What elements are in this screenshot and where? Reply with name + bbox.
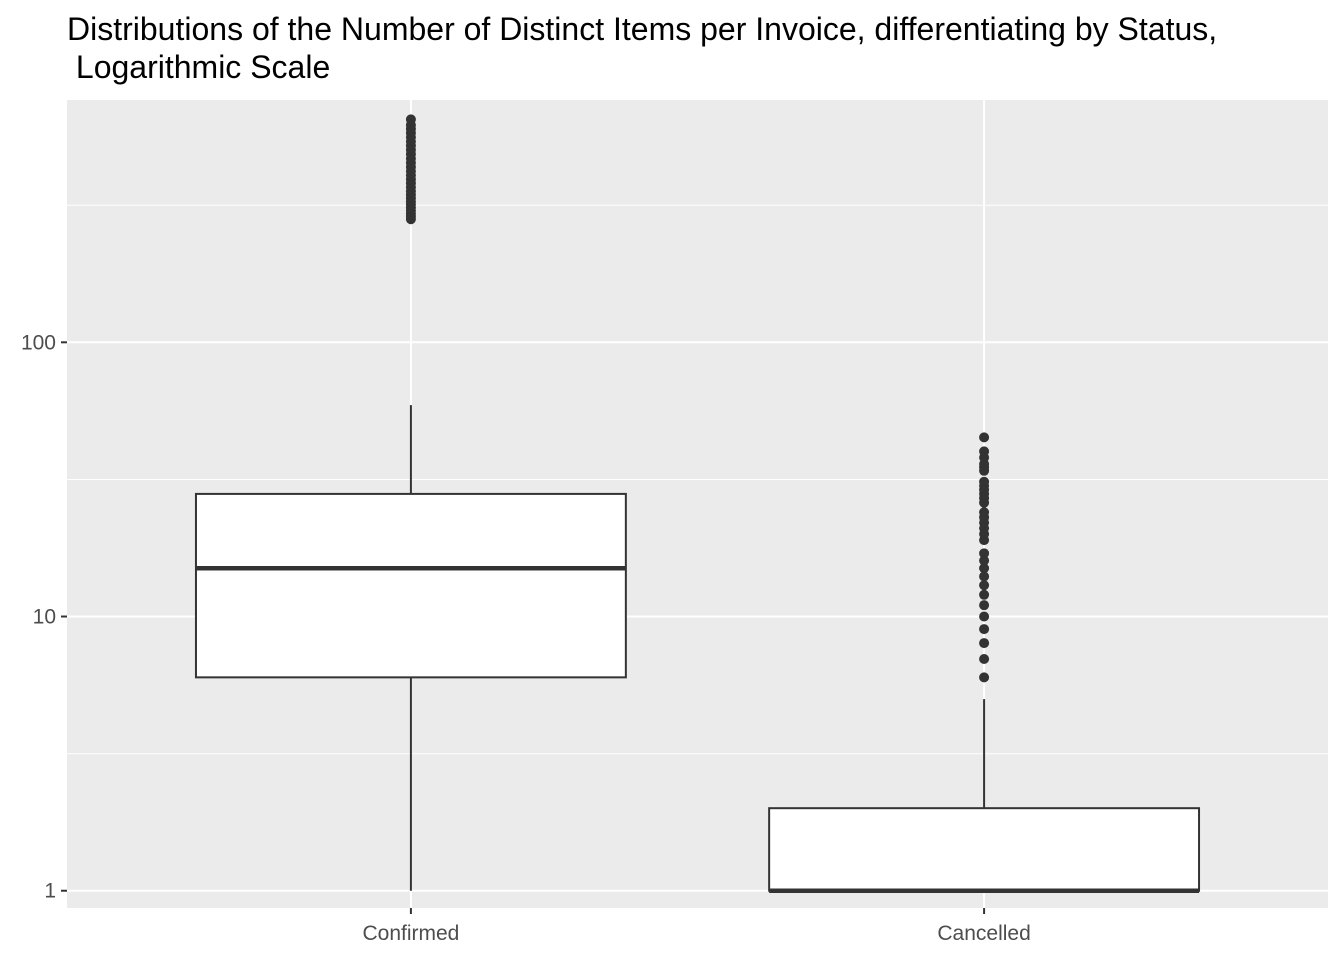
outlier-point	[979, 432, 990, 443]
outlier-point	[979, 507, 990, 518]
x-tick-label: Cancelled	[937, 922, 1030, 945]
outlier-point	[979, 555, 990, 566]
axes-layer: 1 10 100 Confirmed Cancelled	[21, 331, 1031, 945]
iqr-box	[768, 807, 1201, 892]
y-tick-label: 10	[33, 606, 56, 629]
outlier-point	[979, 571, 990, 582]
boxes-layer	[194, 114, 1201, 893]
outlier-point	[979, 589, 990, 600]
box-confirmed	[194, 114, 627, 891]
outlier-point	[979, 580, 990, 591]
y-tick-label: 1	[44, 880, 56, 903]
outlier-point	[979, 624, 990, 635]
outlier-point	[979, 638, 990, 649]
x-tick-label: Confirmed	[362, 922, 459, 945]
minor-gridlines	[67, 204, 1328, 755]
outlier-point	[405, 114, 416, 125]
outlier-point	[979, 600, 990, 611]
iqr-box	[194, 492, 627, 679]
outlier-point	[979, 548, 990, 559]
outlier-point	[979, 563, 990, 574]
y-tick-label: 100	[21, 331, 56, 354]
chart-title: Distributions of the Number of Distinct …	[67, 11, 1218, 85]
outlier-point	[979, 611, 990, 622]
outlier-point	[979, 446, 990, 457]
outlier-point	[979, 653, 990, 664]
outlier-point	[979, 476, 990, 487]
outlier-point	[979, 672, 990, 683]
box-cancelled	[768, 432, 1201, 893]
